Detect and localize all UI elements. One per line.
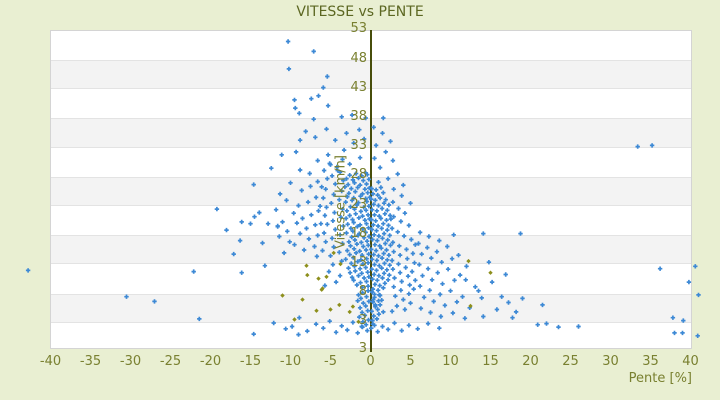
x-tick-label: 5	[406, 354, 415, 369]
x-tick-label: 0	[366, 354, 375, 369]
x-tick-label: -15	[239, 354, 262, 369]
y-tick-label: 28	[350, 167, 367, 183]
x-tick-label: 10	[442, 354, 459, 369]
x-tick-label: 25	[562, 354, 579, 369]
chart-title: VITESSE vs PENTE	[296, 4, 424, 20]
y-tick-label: 8	[358, 284, 367, 300]
x-tick-label: 15	[482, 354, 499, 369]
y-tick-label: 23	[350, 196, 367, 212]
y-tick-label: 33	[350, 138, 367, 154]
y-tick-label: 3	[358, 313, 367, 329]
x-tick-label: -10	[279, 354, 302, 369]
y-axis-edge-label: 3	[358, 341, 367, 356]
zero-axis-line	[369, 30, 372, 352]
y-axis-title: Vitesse [km/h]	[333, 155, 349, 249]
x-axis-title: Pente [%]	[628, 371, 692, 386]
y-tick-label: 18	[350, 225, 367, 241]
x-tick-label: -20	[199, 354, 222, 369]
y-tick-label: 13	[350, 254, 367, 270]
x-tick-label: -40	[39, 354, 62, 369]
y-tick-label: 53	[350, 21, 367, 37]
y-tick-label: 43	[350, 79, 367, 95]
x-tick-label: -30	[119, 354, 142, 369]
x-tick-label: -25	[159, 354, 182, 369]
x-tick-label: -5	[324, 354, 337, 369]
x-tick-label: 35	[642, 354, 659, 369]
y-tick-label: 48	[350, 50, 367, 66]
y-tick-label: 38	[350, 108, 367, 124]
x-tick-label: 30	[602, 354, 619, 369]
x-tick-label: 20	[522, 354, 539, 369]
x-tick-label: 40	[682, 354, 699, 369]
x-tick-label: -35	[79, 354, 102, 369]
